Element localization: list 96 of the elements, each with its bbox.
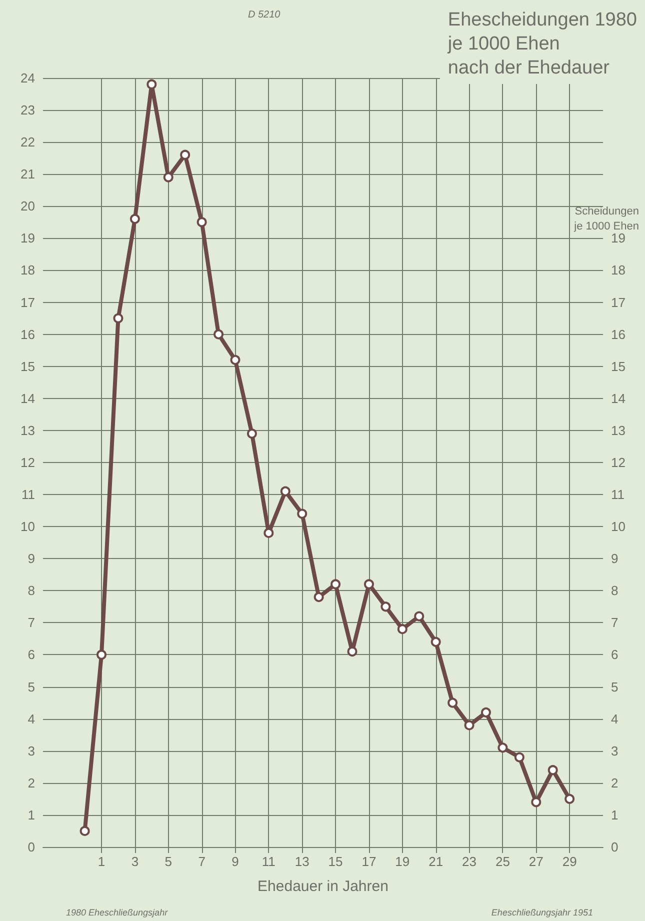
x-tick-label: 29 — [562, 854, 577, 869]
y2-tick-label: 9 — [611, 551, 618, 566]
y2-tick-label: 17 — [611, 294, 626, 310]
y2-tick-label: 1 — [611, 807, 618, 822]
point — [347, 646, 358, 657]
y-tick-label: 1 — [28, 807, 35, 822]
x-tick-label: 9 — [232, 854, 239, 869]
point — [480, 707, 491, 718]
point — [146, 79, 157, 90]
y-tick-label: 16 — [20, 326, 35, 342]
y2-tick-label: 19 — [611, 230, 626, 246]
y-tick-label: 24 — [20, 70, 35, 86]
y2-tick-label: 12 — [611, 454, 626, 470]
y-tick-label: 6 — [28, 647, 35, 662]
text: D 5210 — [248, 10, 281, 20]
y-tick-label: 22 — [20, 134, 35, 150]
y2-tick-label: 0 — [611, 840, 618, 854]
point — [246, 428, 257, 439]
x-tick-label: 23 — [462, 854, 477, 869]
point — [448, 698, 458, 708]
point — [564, 794, 575, 804]
y-tick-label: 23 — [20, 102, 35, 118]
x-tick-label: 11 — [262, 854, 276, 869]
point — [464, 720, 474, 730]
x-tick-label: 5 — [164, 854, 172, 869]
point — [548, 765, 558, 776]
point — [514, 752, 524, 762]
point — [397, 624, 408, 634]
y2-tick-label: 3 — [611, 743, 618, 758]
x-tick-label: 17 — [362, 854, 376, 869]
y-tick-label: 4 — [28, 711, 35, 726]
point — [214, 329, 224, 340]
y2-tick-label: 2 — [611, 775, 618, 790]
y2-tick-label: 15 — [611, 358, 626, 374]
y-tick-label: 0 — [28, 840, 35, 854]
y-tick-label: 5 — [28, 679, 35, 694]
point — [196, 217, 207, 228]
point — [430, 636, 441, 647]
point — [330, 579, 341, 590]
y2-tick-label: 5 — [611, 679, 618, 694]
point — [380, 602, 391, 612]
x-axis-title: Ehedauer in Jahren — [258, 878, 388, 895]
x-tick-label: 13 — [294, 854, 310, 869]
x-tick-label: 1 — [98, 854, 106, 869]
y-tick-label: 7 — [28, 615, 35, 630]
y2-tick-label: 16 — [611, 326, 626, 342]
point — [364, 579, 374, 590]
x-tick-label: 25 — [495, 854, 510, 869]
y-tick-label: 13 — [20, 422, 35, 438]
y2-tick-label: 7 — [611, 615, 618, 630]
point — [230, 354, 240, 365]
y2-tick-label: 4 — [611, 711, 618, 726]
point — [113, 313, 124, 324]
y-tick-label: 15 — [20, 358, 35, 374]
point — [414, 611, 424, 622]
point — [130, 214, 140, 224]
y-tick-label: 14 — [20, 390, 35, 406]
text: Eheschließungsjahr 1951 — [491, 908, 594, 918]
y2-tick-label: 13 — [611, 422, 626, 438]
y-tick-label: 2 — [28, 775, 35, 790]
y2-tick-label: 8 — [611, 583, 618, 598]
y-tick-label: 21 — [20, 166, 35, 182]
y-tick-label: 9 — [28, 551, 35, 566]
y-tick-label: 3 — [28, 743, 35, 758]
x-tick-label: 27 — [528, 854, 544, 869]
point — [531, 797, 542, 808]
x-tick-label: 7 — [198, 854, 206, 869]
chart-title: Ehescheidungen 1980 je 1000 Ehen nach der Ehedauer — [446, 10, 637, 78]
y-tick-label: 19 — [20, 230, 35, 246]
x-tick-label: 19 — [395, 854, 410, 869]
point — [264, 528, 274, 538]
y2-tick-label: 6 — [611, 647, 618, 662]
y2-tick-label: 14 — [611, 390, 626, 406]
y-tick-label: 11 — [22, 487, 35, 502]
y-tick-label: 20 — [20, 198, 35, 214]
y-tick-label: 12 — [20, 454, 35, 470]
x-tick-label: 15 — [328, 854, 343, 869]
point — [280, 486, 290, 496]
point — [96, 650, 107, 660]
y2-axis-title: Scheidungen je 1000 Ehen — [573, 205, 639, 232]
y2-tick-label: 18 — [611, 262, 626, 278]
y-tick-label: 18 — [20, 262, 35, 278]
point — [80, 826, 90, 836]
y2-tick-label: 11 — [611, 487, 624, 502]
text: 1980 Eheschließungsjahr — [66, 908, 169, 918]
y2-tick-label: 10 — [611, 519, 626, 534]
y-tick-label: 8 — [28, 583, 35, 598]
y-tick-label: 17 — [20, 294, 35, 310]
x-tick-label: 21 — [428, 854, 444, 869]
point — [498, 742, 508, 753]
point — [163, 172, 174, 182]
y-tick-label: 10 — [20, 519, 35, 534]
point — [180, 150, 190, 160]
point — [314, 592, 324, 602]
point — [297, 508, 308, 519]
x-tick-label: 3 — [131, 854, 139, 869]
